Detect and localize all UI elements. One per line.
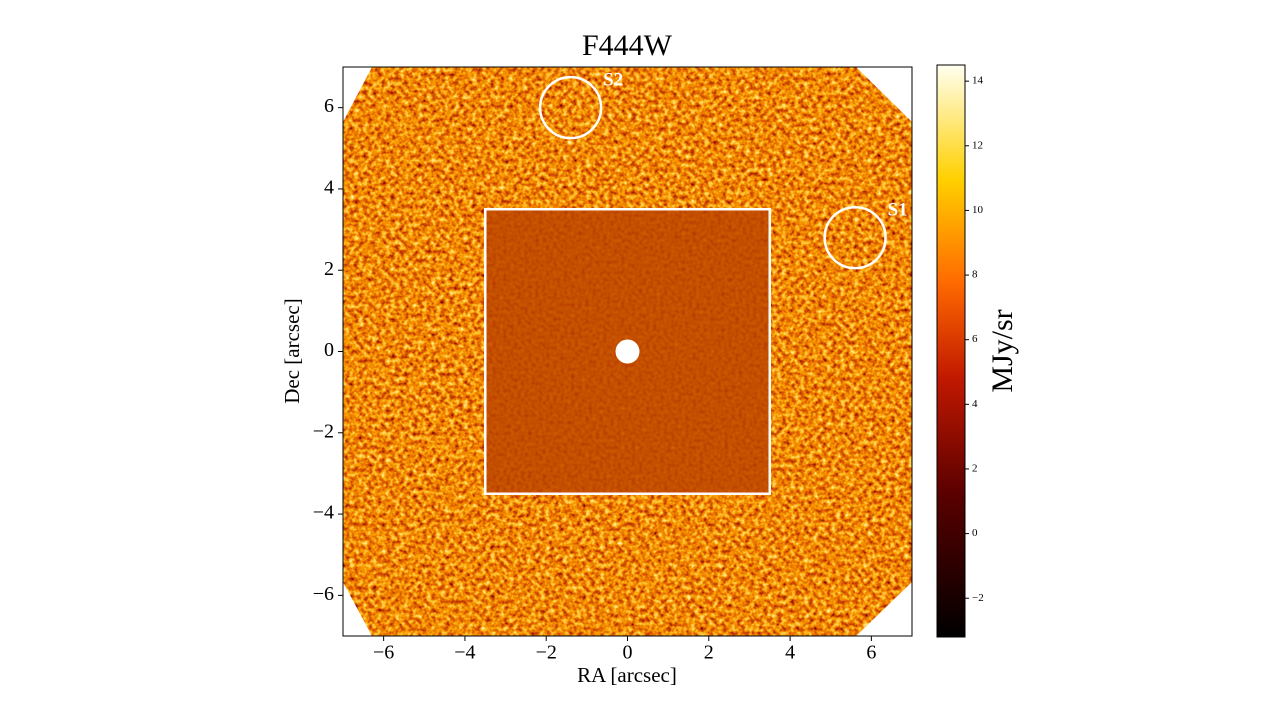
chart-title: F444W <box>582 29 673 62</box>
colorbar-tick-label: 10 <box>972 204 984 216</box>
colorbar-tick-label: 12 <box>972 139 983 151</box>
coronagraph-mask <box>615 339 640 364</box>
y-tick-label: 6 <box>324 95 334 117</box>
x-axis-label: RA [arcsec] <box>577 663 677 687</box>
y-tick-label: 4 <box>324 177 334 199</box>
source-label: S2 <box>603 70 623 91</box>
x-tick-label: 6 <box>866 642 876 664</box>
source-label: S1 <box>888 200 908 221</box>
y-tick-label: −2 <box>313 420 334 442</box>
colorbar-label: MJy/sr <box>986 309 1019 392</box>
overlay: S1 S2 <box>484 70 908 495</box>
inset-frame <box>484 208 771 495</box>
x-tick-label: −2 <box>536 642 557 664</box>
x-tick-label: −6 <box>373 642 394 664</box>
y-tick-label: 0 <box>324 339 334 361</box>
x-tick-label: 4 <box>785 642 795 664</box>
colorbar-tick-label: 4 <box>972 398 978 410</box>
colorbar <box>936 64 966 638</box>
y-axis-label: Dec [arcsec] <box>280 298 304 404</box>
y-tick-label: 2 <box>324 258 334 280</box>
y-tick-label: −6 <box>313 583 334 605</box>
colorbar-tick-label: −2 <box>972 592 984 604</box>
source-circle <box>823 205 887 270</box>
x-tick-label: −4 <box>454 642 475 664</box>
source-circle <box>538 75 603 140</box>
x-tick-label: 0 <box>623 642 633 664</box>
y-tick-label: −4 <box>313 502 334 524</box>
x-tick-label: 2 <box>704 642 714 664</box>
colorbar-tick-label: 14 <box>972 75 984 87</box>
colorbar-tick-label: 6 <box>972 333 978 345</box>
colorbar-tick-label: 2 <box>972 462 978 474</box>
colorbar-tick-label: 8 <box>972 269 978 281</box>
colorbar-tick-label: 0 <box>972 527 978 539</box>
